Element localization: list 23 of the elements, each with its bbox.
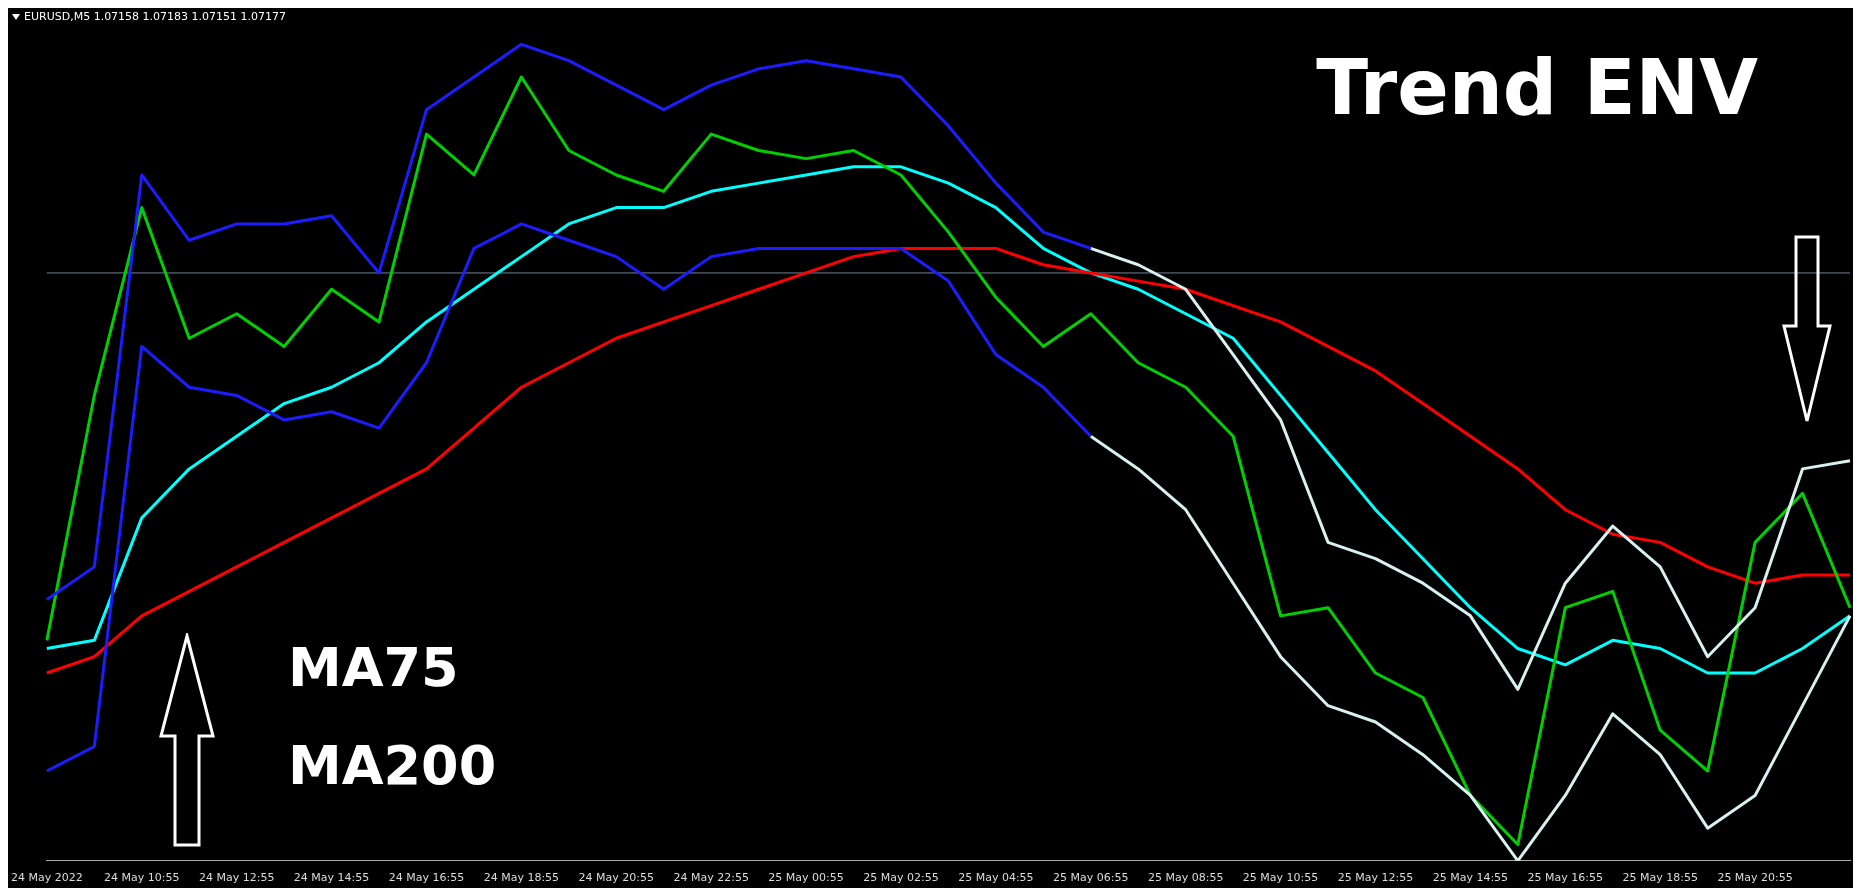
x-tick-label: 24 May 18:55	[483, 871, 560, 885]
x-tick-label: 25 May 14:55	[1432, 871, 1509, 885]
x-tick-label: 25 May 04:55	[958, 871, 1034, 885]
x-tick-label: 24 May 2022	[11, 871, 83, 885]
x-tick-label: 24 May 12:55	[198, 871, 275, 885]
x-tick-label: 25 May 16:55	[1527, 871, 1604, 885]
x-tick-label: 25 May 00:55	[768, 871, 844, 885]
x-tick-label: 25 May 02:55	[863, 871, 939, 885]
x-tick-label: 25 May 10:55	[1242, 871, 1319, 885]
x-tick-label: 25 May 18:55	[1622, 871, 1698, 885]
chart-title: Trend ENV	[1316, 43, 1758, 132]
x-tick-label: 25 May 08:55	[1147, 871, 1224, 885]
x-tick-label: 24 May 22:55	[673, 871, 749, 885]
annotation: MA200	[288, 734, 497, 797]
x-tick-label: 24 May 14:55	[293, 871, 370, 885]
annotation: MA75	[288, 636, 459, 699]
x-tick-label: 25 May 06:55	[1053, 871, 1129, 885]
x-tick-label: 24 May 10:55	[104, 871, 180, 885]
x-tick-label: 25 May 20:55	[1717, 871, 1793, 885]
x-tick-label: 24 May 16:55	[388, 871, 465, 885]
x-tick-label: 24 May 20:55	[578, 871, 654, 885]
chart-subtitle: EURUSD,M5 1.07158 1.07183 1.07151 1.07177	[24, 10, 287, 23]
x-tick-label: 25 May 12:55	[1337, 871, 1414, 885]
